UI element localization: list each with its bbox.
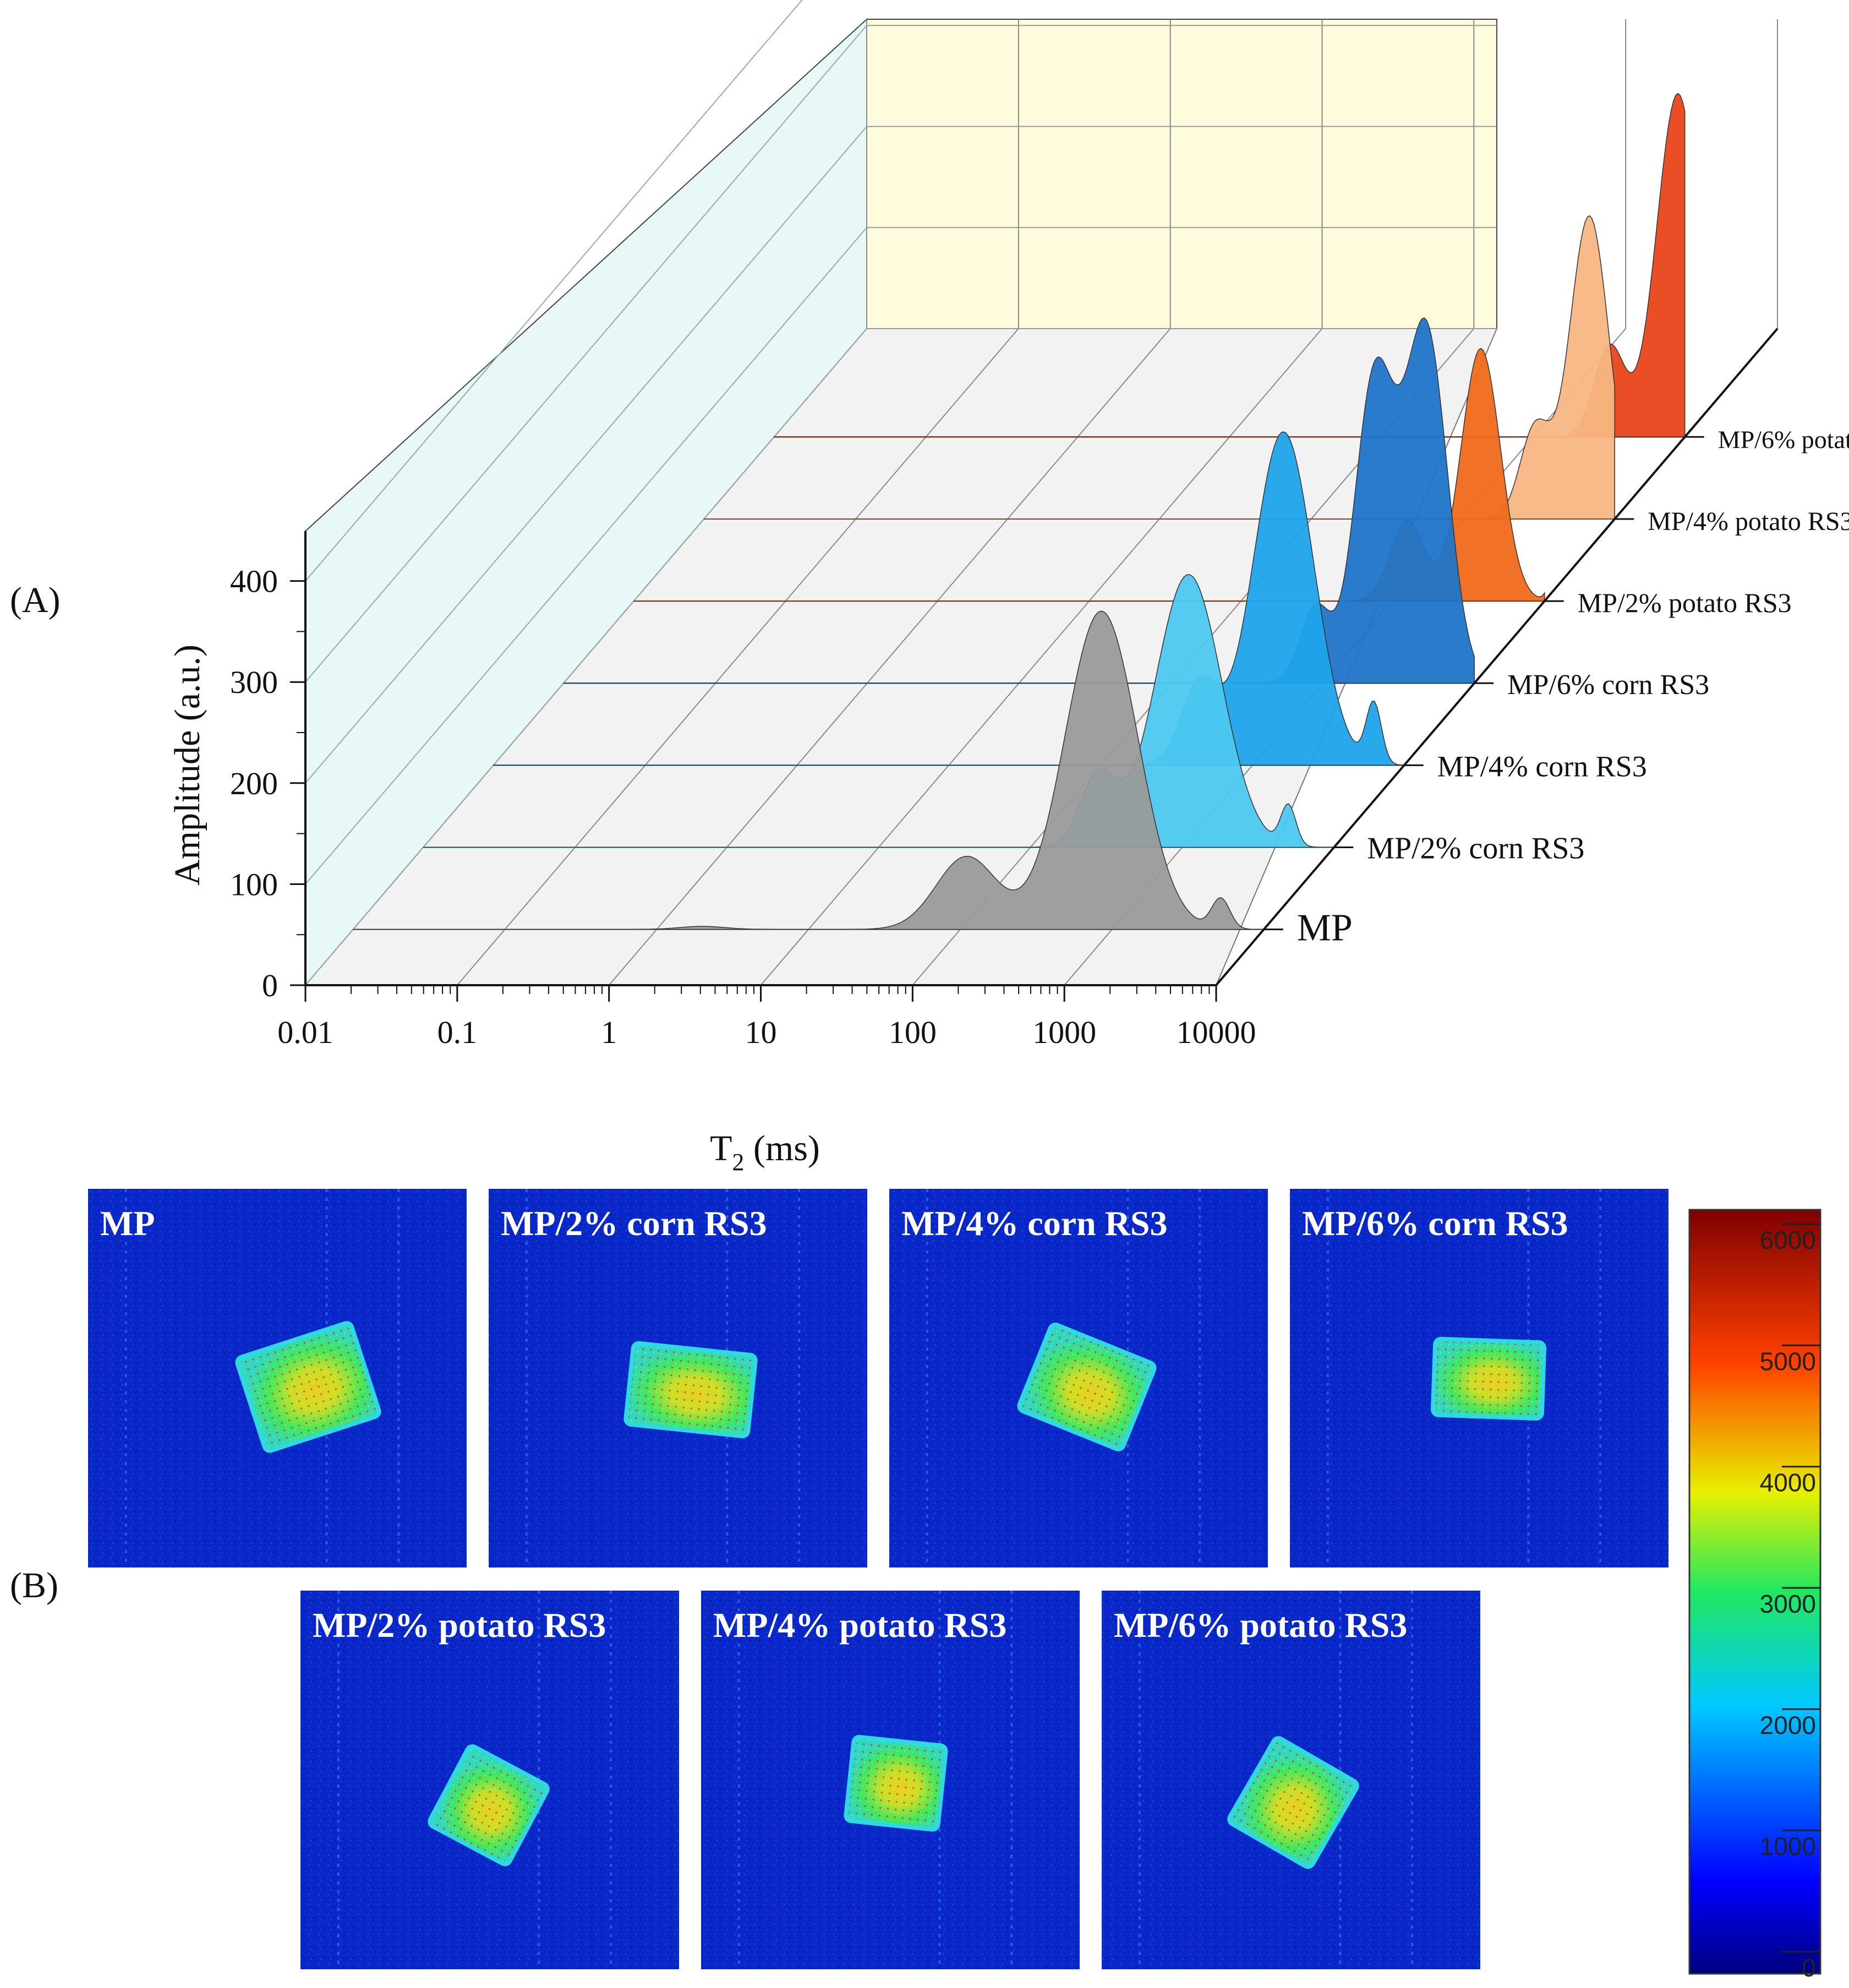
sample-speckle: [240, 1326, 376, 1448]
x-tick-label: 100: [889, 1014, 937, 1050]
sample-speckle: [433, 1749, 545, 1861]
colorbar-ticks: 0 1000 2000 3000 4000 5000 6000: [1760, 1223, 1820, 1982]
mri-image-title: MP/2% potato RS3: [313, 1605, 606, 1645]
sample-blob: [1017, 1323, 1157, 1451]
y-tick-label: 400: [230, 564, 278, 599]
x-tick-label: 0.1: [437, 1014, 478, 1050]
mri-image: MP/4% potato RS3: [701, 1591, 1080, 1969]
y-tick-label: 0: [262, 968, 278, 1003]
sample-blob: [235, 1321, 381, 1453]
back-wall: [866, 19, 1497, 329]
floor-grid-line: [457, 328, 1019, 986]
depth-axis-line: [1215, 327, 1779, 986]
colorbar-tick-label: 4000: [1760, 1468, 1816, 1497]
y-tick-label: 300: [230, 664, 278, 700]
axis-layer: 0.01 0.1 1 10 100 1000 10000 0 100 200 300 400: [230, 327, 1779, 1050]
mri-image-title: MP/4% corn RS3: [901, 1204, 1168, 1243]
mri-image: MP/4% corn RS3: [889, 1189, 1268, 1568]
sample-blob: [623, 1341, 758, 1439]
series-label: MP/6% corn RS3: [1507, 669, 1709, 701]
sidewall-grid-line: [305, 227, 867, 885]
mri-image: MP/2% corn RS3: [489, 1189, 867, 1568]
sidewall-grid-line: [305, 328, 867, 986]
series-area: [563, 317, 1475, 684]
sample-speckle: [628, 1346, 753, 1434]
x-tick-label: 1: [601, 1014, 617, 1050]
x-tick-label: 0.01: [277, 1014, 333, 1050]
series-label: MP/4% corn RS3: [1437, 750, 1647, 783]
series-label: MP/2% corn RS3: [1367, 831, 1584, 865]
colorbar: [1688, 1209, 1821, 1975]
mri-image: MP/2% potato RS3: [300, 1591, 679, 1969]
colorbar-tick-label: 5000: [1760, 1347, 1816, 1375]
sidewall-grid-line: [305, 126, 867, 784]
mri-image: MP: [88, 1189, 467, 1568]
mri-image-title: MP/4% potato RS3: [713, 1605, 1006, 1645]
x-axis-title-rest: (ms): [744, 1128, 819, 1168]
colorbar-tick-label: 1000: [1760, 1832, 1816, 1861]
sample-speckle: [1232, 1741, 1354, 1864]
series-layer: MP/6% potato RS3 MP/4% potato RS3 MP/2% po…: [352, 92, 1849, 949]
series-label: MP: [1297, 907, 1353, 949]
colorbar-tick-label: 3000: [1760, 1590, 1816, 1618]
x-axis-title-sub: 2: [732, 1149, 744, 1176]
panel-b-label: (B): [10, 1565, 58, 1605]
x-tick-label: 1000: [1032, 1014, 1096, 1050]
x-axis-title: T2 (ms): [710, 1128, 820, 1176]
y-axis-title: Amplitude (a.u.): [167, 645, 207, 886]
mri-image: MP/6% corn RS3: [1290, 1189, 1669, 1568]
floor-grid-line: [608, 328, 1171, 986]
series-label: MP/2% potato RS3: [1578, 587, 1792, 618]
x-tick-label: 10000: [1177, 1014, 1256, 1050]
series-label: MP/6% potato RS3: [1718, 425, 1849, 454]
sidewall-grid-line: [305, 25, 867, 682]
series-area: [493, 431, 1405, 766]
colorbar-tick-label: 2000: [1760, 1711, 1816, 1739]
x-tick-label: 10: [745, 1014, 777, 1050]
floor-grid-line: [760, 328, 1323, 986]
mri-image: MP/6% potato RS3: [1102, 1591, 1480, 1969]
mri-images: MP MP/2% corn RS3 MP/4% corn RS3 MP/6% corn…: [88, 1189, 1669, 1969]
series-label: MP/4% potato RS3: [1648, 507, 1849, 536]
sample-blob: [1227, 1736, 1359, 1869]
sample-blob: [844, 1735, 948, 1832]
panel-a-label: (A): [10, 580, 61, 620]
colorbar-tick-label: 6000: [1760, 1226, 1816, 1254]
mri-image-title: MP/6% corn RS3: [1302, 1204, 1568, 1243]
x-axis-title-main: T: [710, 1128, 732, 1168]
mri-image-title: MP/2% corn RS3: [501, 1204, 767, 1243]
mri-image-title: MP/6% potato RS3: [1114, 1605, 1407, 1645]
sample-speckle: [848, 1739, 944, 1827]
series-area: [352, 610, 1265, 930]
y-tick-label: 100: [230, 866, 278, 902]
sample-blob: [1430, 1336, 1547, 1421]
y-tick-label: 200: [230, 766, 278, 801]
colorbar-tick-label: 0: [1802, 1953, 1816, 1982]
sample-speckle: [1022, 1328, 1152, 1446]
sample-blob: [428, 1744, 550, 1866]
sidewall-grid-line: [305, 0, 803, 582]
mri-image-title: MP: [100, 1204, 155, 1243]
sample-speckle: [1435, 1341, 1542, 1416]
